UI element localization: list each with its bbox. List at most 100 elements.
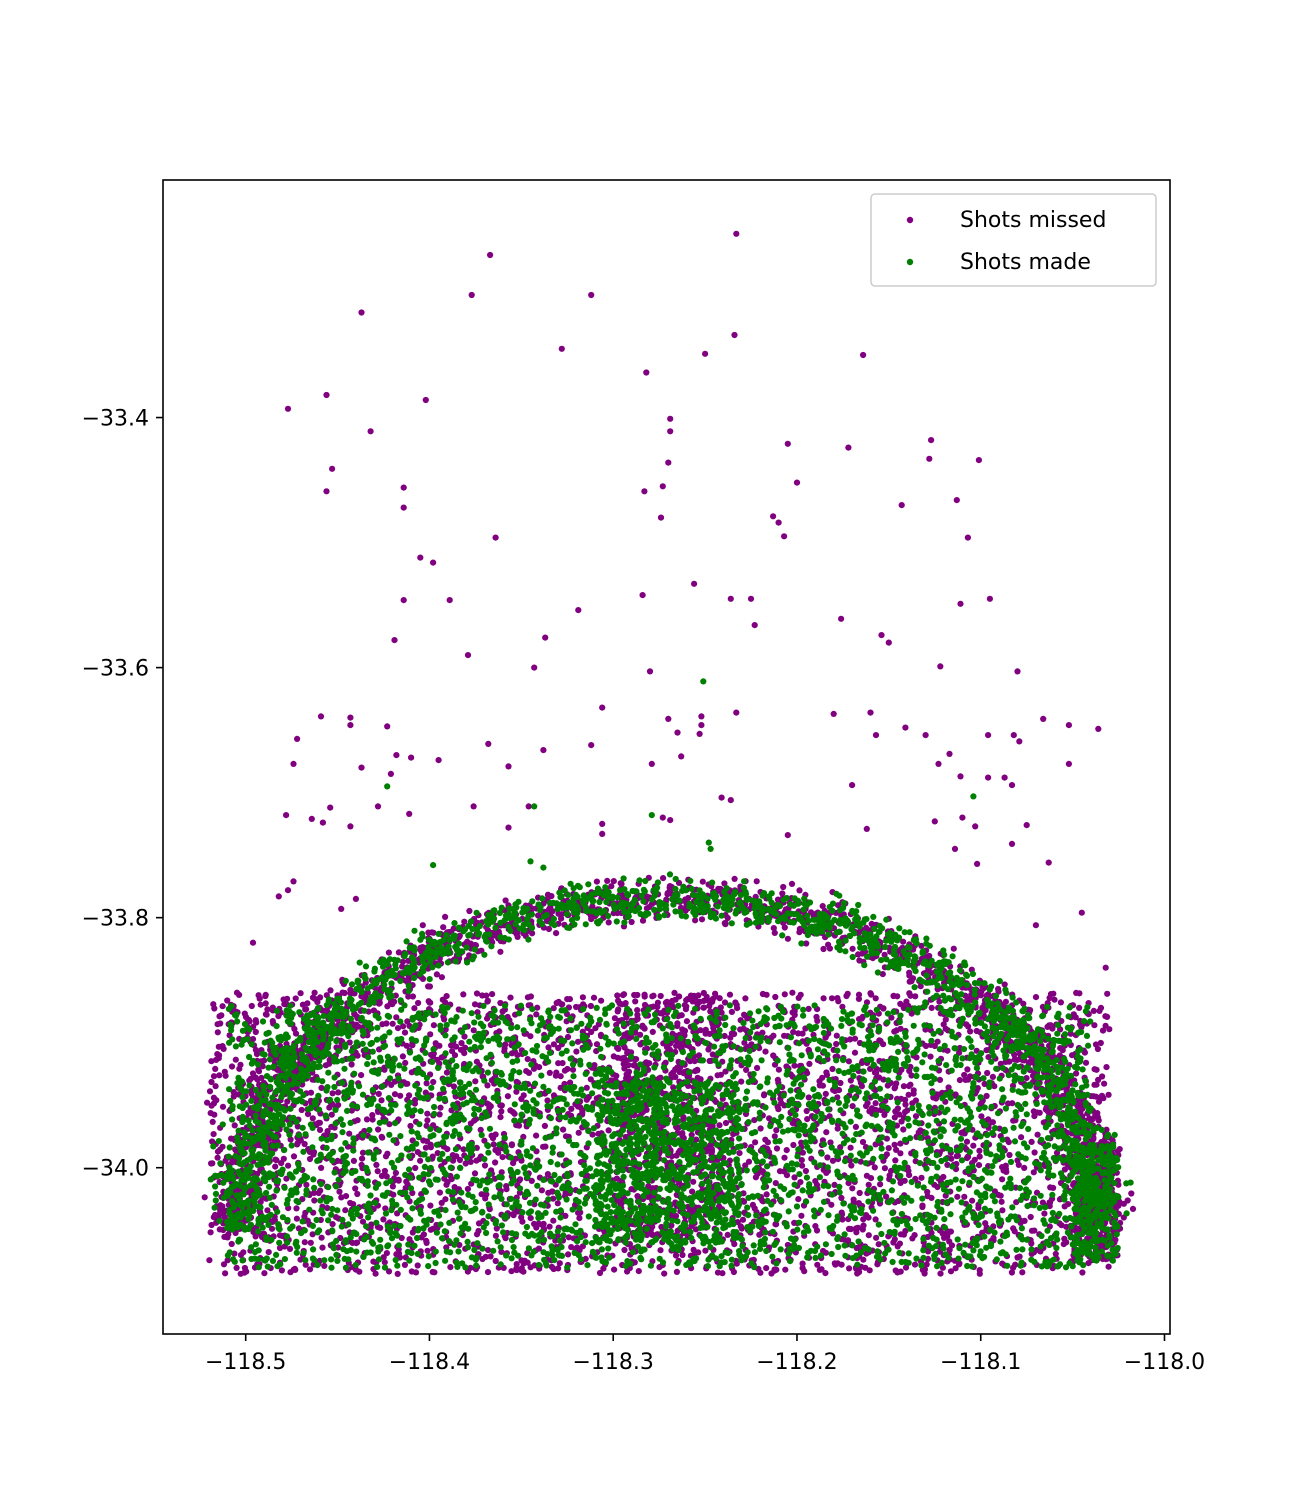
scatter-point: [783, 1147, 790, 1154]
scatter-point: [304, 1000, 311, 1007]
scatter-point: [672, 1252, 680, 1259]
scatter-point: [940, 1021, 947, 1028]
scatter-point: [204, 1099, 211, 1106]
scatter-point: [347, 722, 354, 729]
scatter-point: [621, 1246, 628, 1254]
scatter-point: [475, 1220, 483, 1227]
scatter-point: [599, 830, 606, 838]
scatter-point: [347, 990, 354, 997]
scatter-point: [294, 735, 301, 743]
scatter-point: [1086, 1115, 1093, 1122]
scatter-point: [309, 1115, 316, 1122]
scatter-point: [742, 995, 749, 1002]
scatter-point: [490, 1141, 497, 1148]
scatter-point: [587, 1076, 594, 1083]
scatter-point: [881, 1165, 889, 1172]
scatter-point: [1016, 738, 1023, 745]
scatter-point: [240, 1249, 247, 1256]
scatter-point: [377, 1224, 384, 1231]
scatter-point: [411, 1005, 418, 1012]
scatter-point: [384, 723, 391, 730]
scatter-point: [503, 1186, 510, 1193]
scatter-point: [505, 763, 512, 770]
scatter-point: [461, 918, 468, 925]
scatter-point: [946, 1238, 953, 1245]
scatter-point: [477, 1126, 484, 1133]
scatter-point: [400, 484, 407, 491]
scatter-point: [363, 1116, 371, 1123]
scatter-point: [369, 1116, 376, 1123]
scatter-point: [754, 1064, 761, 1072]
scatter-point: [865, 1181, 872, 1188]
scatter-point: [510, 1212, 517, 1219]
scatter-point: [900, 938, 907, 945]
scatter-point: [497, 1114, 504, 1121]
scatter-point: [389, 1183, 396, 1190]
scatter-point: [1076, 990, 1083, 997]
scatter-point: [290, 760, 297, 768]
scatter-point: [773, 1145, 781, 1152]
scatter-point: [443, 1069, 451, 1076]
scatter-point: [942, 1016, 949, 1023]
scatter-point: [383, 1020, 390, 1027]
scatter-point: [347, 714, 354, 721]
scatter-point: [405, 993, 412, 1000]
scatter-point: [610, 878, 617, 885]
scatter-point: [795, 994, 802, 1002]
scatter-point: [334, 1157, 341, 1164]
scatter-point: [704, 997, 711, 1004]
scatter-point: [847, 1144, 854, 1151]
scatter-point: [501, 1045, 508, 1052]
scatter-point: [545, 925, 553, 933]
scatter-point: [935, 760, 942, 768]
scatter-point: [228, 1063, 236, 1070]
scatter-point: [1044, 1023, 1051, 1030]
scatter-point: [385, 949, 392, 956]
scatter-point: [989, 1073, 997, 1080]
scatter-point: [560, 1126, 567, 1133]
scatter-point: [802, 1167, 810, 1175]
scatter-point: [302, 1261, 309, 1268]
scatter-point: [659, 483, 666, 490]
scatter-point: [424, 1117, 431, 1124]
scatter-point: [399, 958, 406, 965]
scatter-point: [733, 230, 740, 237]
scatter-point: [902, 1101, 909, 1108]
scatter-point: [559, 1001, 566, 1008]
scatter-point: [207, 1229, 214, 1236]
scatter-point: [736, 1150, 743, 1157]
scatter-point: [974, 860, 981, 868]
scatter-point: [1030, 1169, 1037, 1176]
scatter-point: [224, 1234, 231, 1241]
scatter-point: [863, 825, 870, 833]
scatter-point: [788, 880, 796, 888]
scatter-point: [1103, 1064, 1110, 1071]
scatter-point: [550, 1195, 557, 1202]
scatter-point: [524, 1056, 531, 1063]
scatter-point: [1014, 668, 1021, 675]
scatter-point: [252, 1046, 259, 1054]
scatter-point: [957, 773, 964, 780]
scatter-point: [599, 820, 606, 828]
scatter-point: [307, 1239, 314, 1246]
scatter-point: [978, 1113, 985, 1120]
scatter-point: [317, 994, 324, 1001]
scatter-point: [430, 1078, 437, 1086]
scatter-point: [702, 350, 709, 357]
scatter-point: [548, 1263, 556, 1270]
scatter-point: [471, 1001, 479, 1008]
scatter-point: [1041, 1210, 1048, 1217]
scatter-point: [249, 1070, 257, 1077]
scatter-point: [598, 997, 605, 1004]
scatter-point: [823, 1129, 830, 1136]
scatter-point: [452, 1043, 460, 1050]
scatter-point: [424, 1247, 431, 1254]
scatter-point: [745, 1158, 753, 1165]
data-points: [201, 230, 1137, 1277]
scatter-point: [877, 1181, 884, 1188]
scatter-point: [222, 1270, 229, 1277]
scatter-point: [297, 1256, 304, 1263]
scatter-point: [565, 1251, 572, 1258]
scatter-point: [1090, 1093, 1097, 1100]
scatter-point: [739, 1216, 747, 1223]
